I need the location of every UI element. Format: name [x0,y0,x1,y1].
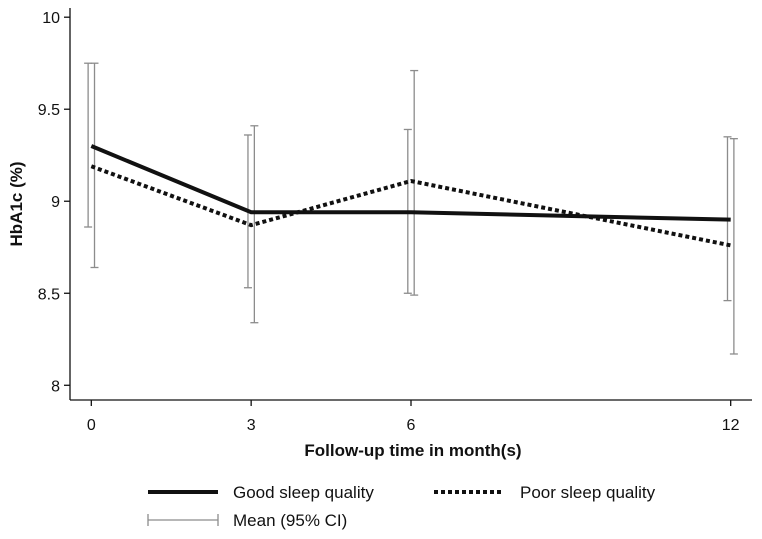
x-tick-label: 6 [407,417,416,434]
legend: Good sleep quality Poor sleep quality Me… [147,483,656,530]
x-tick-label: 3 [247,417,256,434]
x-tick-label: 0 [87,417,96,434]
y-tick-label: 9 [51,194,60,211]
series-line-poor-sleep [90,164,732,248]
x-tick-label: 12 [722,417,740,434]
y-tick-label: 9.5 [38,102,60,119]
y-axis-title: HbA1c (%) [7,161,26,246]
legend-poor-label: Poor sleep quality [520,483,656,502]
axes: 8 8.5 9 9.5 10 0 3 6 12 [38,8,752,434]
series-line-good-sleep [90,144,731,222]
plot-area [84,62,738,355]
x-axis-title: Follow-up time in month(s) [304,441,521,460]
y-tick-label: 8.5 [38,286,60,303]
y-tick-label: 8 [51,378,60,395]
y-tick-label: 10 [42,10,60,27]
legend-ci-label: Mean (95% CI) [233,511,347,530]
legend-good-label: Good sleep quality [233,483,374,502]
